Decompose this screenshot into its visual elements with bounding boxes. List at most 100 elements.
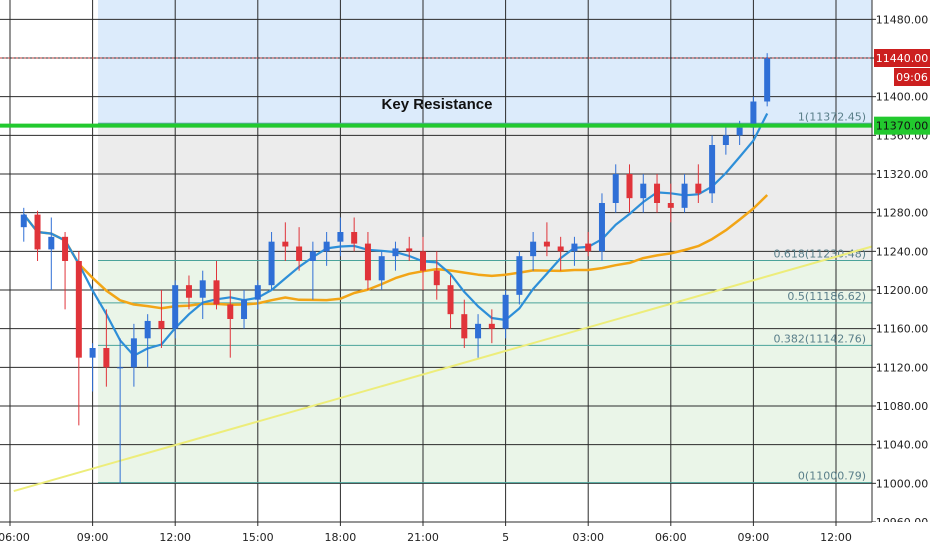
time-tick-label: 12:00 xyxy=(159,531,191,544)
time-tick-label: 15:00 xyxy=(242,531,274,544)
candle-body xyxy=(709,145,716,194)
candle-body xyxy=(626,174,633,199)
candle xyxy=(213,261,220,310)
candle-body xyxy=(543,241,550,247)
candle xyxy=(172,280,179,339)
candle-body xyxy=(89,348,96,358)
candle-body xyxy=(172,285,179,329)
fib-retracement[interactable]: 1(11372.45) 0.618(11230.48) 0.5(11186.62) 0… xyxy=(98,110,872,484)
candle xyxy=(378,251,385,290)
candle-body xyxy=(158,320,165,329)
last-price-tag[interactable] xyxy=(874,49,930,67)
candle xyxy=(406,236,413,261)
candle xyxy=(227,290,234,358)
candle-body xyxy=(598,203,605,252)
candle xyxy=(392,241,399,271)
candle-body xyxy=(62,236,69,261)
candle-body xyxy=(406,248,413,252)
candle xyxy=(89,343,96,392)
candle xyxy=(241,290,248,329)
candle xyxy=(62,232,69,310)
candle xyxy=(626,164,633,213)
candle-body xyxy=(667,203,674,208)
candle-body xyxy=(750,101,757,128)
candle-body xyxy=(337,232,344,242)
candle xyxy=(750,96,757,136)
candle xyxy=(185,275,192,310)
time-axis-bg xyxy=(0,522,932,550)
candle xyxy=(20,207,27,242)
candle xyxy=(337,217,344,257)
candle-body xyxy=(48,236,55,250)
candle-body xyxy=(640,183,647,199)
candle xyxy=(709,135,716,203)
time-tick-label: 12:00 xyxy=(820,531,852,544)
candle-body xyxy=(185,285,192,298)
candle-body xyxy=(530,241,537,257)
price-tick-label: 11480.00 xyxy=(876,13,929,26)
candle-body xyxy=(695,183,702,194)
price-tick-label: 11320.00 xyxy=(876,168,929,181)
candle-body xyxy=(323,241,330,252)
ascending-trendline[interactable] xyxy=(13,245,873,493)
candle xyxy=(48,217,55,290)
ma-slow-line xyxy=(22,194,769,310)
time-axis[interactable]: 06:00 09:00 12:00 15:00 18:00 21:00 5 03:00 06:0… xyxy=(0,521,932,550)
candle-body xyxy=(144,320,151,339)
candle-body xyxy=(433,270,440,286)
candles xyxy=(20,53,771,484)
candle-body xyxy=(20,214,27,228)
candle xyxy=(764,53,771,107)
candle xyxy=(433,251,440,300)
price-tick-label: 11200.00 xyxy=(876,284,929,297)
candle xyxy=(268,232,275,290)
candle xyxy=(282,222,289,261)
chart-background xyxy=(98,0,872,483)
fib-level-label: 1(11372.45) xyxy=(798,110,866,123)
resistance-price-tag[interactable] xyxy=(874,116,930,135)
candle xyxy=(296,227,303,271)
candle-body xyxy=(612,174,619,203)
candle-body xyxy=(557,246,564,252)
price-axis[interactable]: 11480.0011440.0011400.0011360.0011320.00… xyxy=(871,0,932,550)
candle xyxy=(654,174,661,213)
candle xyxy=(722,125,729,155)
candle-body xyxy=(378,256,385,281)
candle xyxy=(461,299,468,348)
candle-body xyxy=(585,243,592,252)
fib-level-label: 0.5(11186.62) xyxy=(787,290,866,303)
candle xyxy=(557,236,564,271)
trendline-layer[interactable] xyxy=(13,245,873,493)
candle-body xyxy=(103,348,110,368)
price-tick-label: 11120.00 xyxy=(876,361,929,374)
time-tick-label: 06:00 xyxy=(655,531,687,544)
candle-body xyxy=(199,280,206,298)
candle xyxy=(130,323,137,387)
time-tick-label: 21:00 xyxy=(407,531,439,544)
countdown-tag xyxy=(894,68,930,86)
price-tick-label: 11160.00 xyxy=(876,323,929,336)
candle xyxy=(502,290,509,339)
price-tick-label: 11040.00 xyxy=(876,439,929,452)
price-tick-label: 11240.00 xyxy=(876,245,929,258)
candle-body xyxy=(351,232,358,244)
candle xyxy=(75,251,82,426)
candle-body xyxy=(681,183,688,208)
candle-body xyxy=(130,338,137,368)
resistance-price-tag-value: 11370.00 xyxy=(876,120,929,133)
candle xyxy=(530,232,537,271)
price-tick-label: 11280.00 xyxy=(876,207,929,220)
time-tick-label: 5 xyxy=(502,531,509,544)
candle-body xyxy=(736,127,743,136)
candle-body xyxy=(502,294,509,329)
candle-body xyxy=(309,251,316,261)
candle xyxy=(598,193,605,261)
candle xyxy=(254,280,261,310)
key-levels[interactable]: Key Resistance xyxy=(0,57,872,128)
candle xyxy=(103,309,110,387)
price-tick-label: 11000.00 xyxy=(876,477,929,490)
candle xyxy=(117,338,124,484)
time-tick-label: 09:00 xyxy=(738,531,770,544)
